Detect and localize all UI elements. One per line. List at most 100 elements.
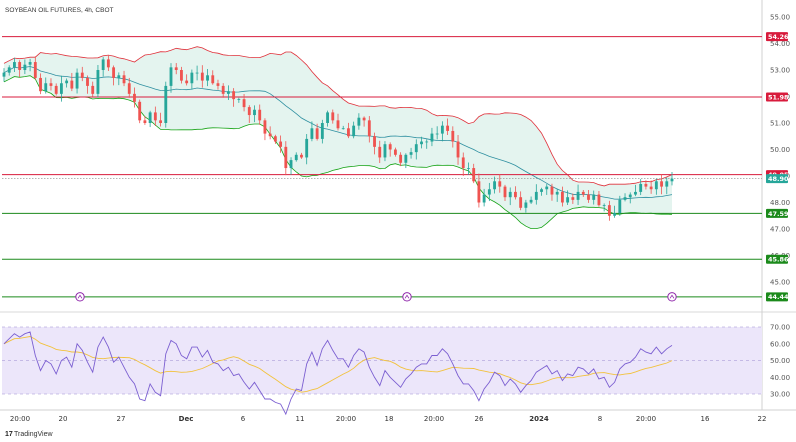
- candle-body: [540, 189, 543, 192]
- candle-body: [634, 191, 637, 195]
- level-tag-label: 51.98: [768, 93, 789, 101]
- candle-body: [487, 189, 491, 195]
- candle-body: [446, 125, 450, 131]
- rsi-tick-label: 60.00: [770, 340, 790, 348]
- candle-body: [347, 128, 350, 137]
- time-tick-label: 26: [475, 415, 484, 423]
- candle-body: [294, 154, 298, 161]
- time-tick-label: 20:00: [636, 415, 656, 423]
- candle-body: [654, 181, 658, 190]
- candle-body: [383, 144, 387, 158]
- time-tick-label: 16: [701, 415, 710, 423]
- candle-body: [498, 181, 502, 187]
- event-flag-icon[interactable]: [402, 292, 412, 302]
- candle-body: [607, 205, 611, 216]
- candle-body: [467, 168, 470, 169]
- rsi-line: [3, 331, 673, 416]
- candle-body: [305, 138, 309, 158]
- candle-body: [571, 197, 575, 200]
- event-flag-icon[interactable]: [667, 292, 677, 302]
- price-tick-label: 54.00: [770, 40, 790, 48]
- candle-body: [174, 67, 178, 70]
- candle-body: [91, 85, 95, 94]
- candle-body: [331, 112, 335, 121]
- candle-body: [435, 133, 439, 135]
- candle-body: [639, 183, 643, 192]
- horizontal-levels: [2, 36, 762, 298]
- candle-body: [54, 85, 58, 94]
- candle-body: [388, 144, 392, 150]
- candles: [2, 55, 674, 221]
- candle-body: [268, 133, 272, 137]
- rsi-tick-label: 40.00: [770, 374, 790, 382]
- candle-body: [524, 202, 528, 208]
- candle-body: [456, 141, 460, 158]
- candle-body: [430, 133, 434, 142]
- level-tag-label: 45.86: [768, 256, 789, 264]
- candle-body: [190, 72, 194, 84]
- time-axis: 20:00 20 27 Dec 6 11 20:00 18 20:00 26 2024 8 20:00 1…: [10, 415, 767, 423]
- candle-body: [96, 70, 100, 94]
- candle-body: [461, 157, 465, 169]
- candle-body: [237, 99, 241, 100]
- level-tag-resistance: [766, 32, 788, 42]
- candle-body: [289, 160, 293, 169]
- candle-body: [482, 194, 486, 203]
- candle-body: [367, 120, 371, 137]
- candle-body: [602, 205, 606, 206]
- candle-body: [315, 128, 319, 139]
- candle-body: [49, 83, 53, 86]
- candle-body: [320, 123, 324, 139]
- candle-body: [80, 72, 84, 78]
- candle-body: [127, 83, 131, 94]
- candle-body: [59, 83, 63, 94]
- candle-body: [670, 178, 674, 182]
- candle-body: [404, 154, 408, 163]
- candle-body: [7, 67, 11, 73]
- candle-body: [70, 80, 74, 89]
- candle-body: [393, 149, 397, 155]
- candle-body: [75, 72, 79, 89]
- candle-body: [529, 199, 533, 203]
- candle-body: [23, 64, 27, 70]
- event-flags[interactable]: [75, 292, 677, 302]
- candle-body: [117, 75, 121, 78]
- candle-body: [503, 186, 507, 198]
- candle-body: [242, 99, 246, 108]
- candle-body: [180, 70, 183, 81]
- candle-body: [545, 186, 549, 190]
- candle-body: [440, 125, 444, 134]
- candle-body: [550, 186, 554, 195]
- candle-body: [169, 67, 173, 86]
- time-tick-label: 27: [117, 415, 126, 423]
- candle-body: [649, 186, 653, 190]
- candle-body: [336, 120, 340, 129]
- candle-body: [112, 67, 116, 78]
- candle-body: [566, 197, 570, 203]
- candle-body: [216, 83, 220, 86]
- candle-body: [232, 91, 236, 100]
- candle-body: [28, 62, 32, 65]
- candle-body: [628, 194, 632, 198]
- candle-body: [472, 168, 476, 182]
- candle-body: [514, 191, 517, 198]
- candle-body: [86, 77, 89, 86]
- level-tag-support: [766, 292, 788, 302]
- event-flag-icon[interactable]: [75, 292, 85, 302]
- time-tick-label: 20:00: [424, 415, 444, 423]
- level-tag-resistance: [766, 92, 788, 102]
- rsi-tick-label: 70.00: [770, 324, 790, 332]
- candle-body: [65, 80, 69, 84]
- candle-body: [153, 112, 157, 121]
- candle-body: [143, 120, 147, 123]
- candle-body: [226, 91, 230, 94]
- candle-body: [2, 72, 6, 77]
- candle-body: [106, 59, 110, 68]
- tradingview-logo[interactable]: 17 TradingView: [5, 431, 53, 438]
- candle-body: [451, 130, 455, 142]
- candle-body: [587, 194, 590, 200]
- event-flag-glyph: [404, 294, 410, 299]
- time-tick-label: Dec: [179, 415, 194, 423]
- candle-body: [660, 181, 663, 187]
